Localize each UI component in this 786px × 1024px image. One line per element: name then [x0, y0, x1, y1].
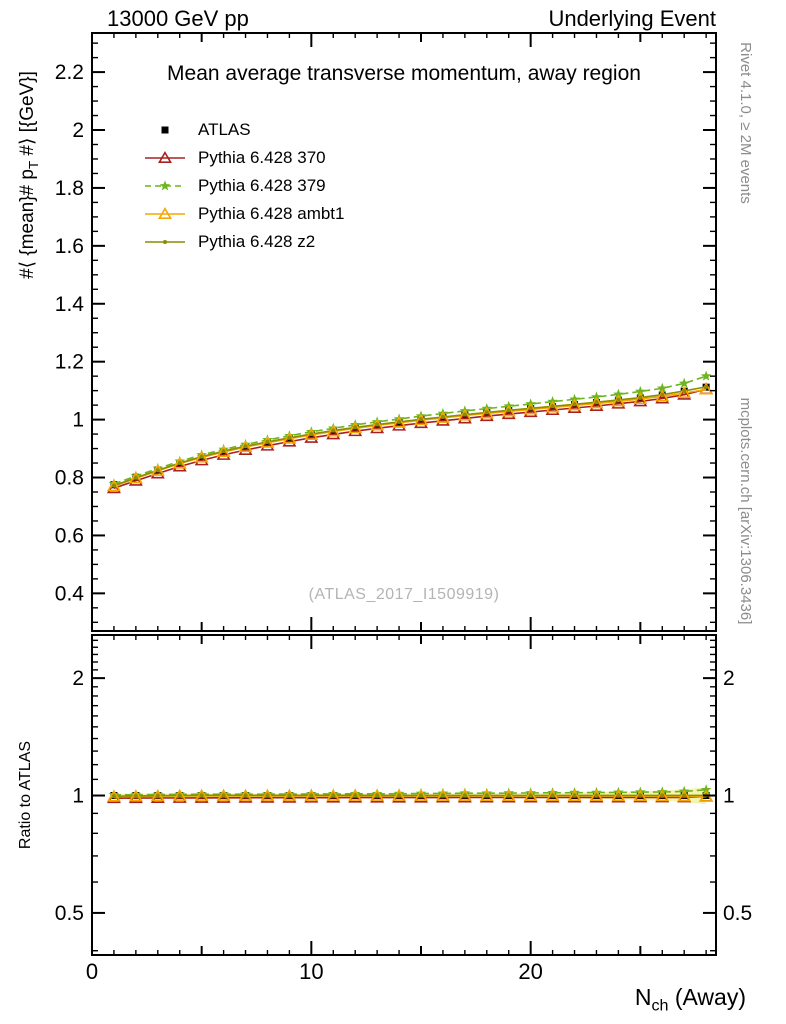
- rivet-version-caption: Rivet 4.1.0, ≥ 2M events: [737, 42, 754, 204]
- x-axis-label: Nch (Away): [635, 984, 746, 1016]
- legend-label: Pythia 6.428 370: [198, 148, 326, 167]
- tick-label: 0.4: [55, 582, 85, 605]
- tick-label: 20: [518, 959, 542, 984]
- y-axis-label-suffix: #⟩ [{GeV}]: [17, 71, 38, 161]
- legend-label: ATLAS: [198, 120, 251, 139]
- y-axis-label-text: #⟨ {mean}# p: [17, 169, 38, 279]
- tick-label: 2: [72, 119, 84, 142]
- analysis-id-watermark: (ATLAS_2017_I1509919): [308, 586, 500, 603]
- legend-item: Pythia 6.428 370: [142, 144, 344, 172]
- legend-label: Pythia 6.428 ambt1: [198, 204, 345, 223]
- tick-label: 0.5: [55, 902, 84, 925]
- x-axis-label-sub: ch: [651, 996, 669, 1015]
- plot-title: Mean average transverse momentum, away r…: [167, 62, 641, 85]
- tick-label: 0: [86, 959, 98, 984]
- tick-label: 1.6: [55, 235, 84, 258]
- tick-label: 10: [299, 959, 323, 984]
- legend-label: Pythia 6.428 z2: [198, 232, 316, 251]
- series-pythia-6-428-370-ratio-line: [113, 795, 707, 799]
- legend-label: Pythia 6.428 379: [198, 176, 326, 195]
- tick-label: 0.6: [55, 524, 84, 547]
- tick-label: 2: [72, 667, 84, 690]
- series-pythia-6-428-ambt1-ratio-markers: [106, 788, 714, 802]
- main-plot-frame: [91, 32, 717, 632]
- series-pythia-6-428-ambt1-markers: [106, 382, 714, 492]
- mcplots-caption: mcplots.cern.ch [arXiv:1306.3436]: [737, 397, 754, 625]
- legend-marker-triangle-icon: [145, 151, 185, 163]
- series-pythia-6-428-370-line: [113, 388, 707, 489]
- series-pythia-6-428-379-markers: [108, 370, 712, 489]
- legend-marker-dot-icon: [145, 240, 185, 244]
- x-axis-label-suffix: (Away): [668, 984, 746, 1010]
- legend-item: Pythia 6.428 379: [142, 172, 344, 200]
- tick-label: 2: [723, 667, 735, 690]
- legend-item: Pythia 6.428 z2: [142, 228, 344, 256]
- y-axis-label-sub: T: [25, 160, 41, 170]
- series-pythia-6-428-z2-ratio-line: [113, 794, 707, 797]
- series-pythia-6-428-z2-markers: [111, 384, 709, 488]
- beam-energy-label: 13000 GeV pp: [107, 6, 249, 31]
- legend-marker-triangle-icon: [145, 207, 185, 219]
- tick-label: 1.2: [55, 351, 84, 374]
- analysis-group-label: Underlying Event: [548, 6, 716, 31]
- tick-label: 0.5: [723, 902, 752, 925]
- legend-item: Pythia 6.428 ambt1: [142, 200, 344, 228]
- ratio-panel-series: [106, 784, 714, 804]
- series-pythia-6-428-379-line: [113, 375, 707, 485]
- tick-label: 1: [72, 785, 84, 808]
- tick-label: 0.8: [55, 467, 84, 490]
- tick-label: 1: [72, 409, 84, 432]
- y-axis-label-ratio: Ratio to ATLAS: [17, 740, 34, 850]
- main-panel-series: [106, 370, 714, 494]
- tick-label: 1.8: [55, 177, 84, 200]
- axis-ticks: [92, 33, 716, 955]
- legend-item: ATLAS: [142, 116, 344, 144]
- legend-marker-star-icon: [145, 180, 185, 191]
- legend: ATLAS Pythia 6.428 370 Pythia 6.428 379 Pyt…: [142, 116, 344, 256]
- axis-tick-labels: 0 10 20 0.4 0.6 0.8 1 1.2 1.4 1.6 1.8 2 2.2 0.5 0.5 1 1 2…: [55, 61, 752, 984]
- legend-marker-square-icon: [161, 126, 169, 134]
- x-axis-label-text: N: [634, 984, 652, 1010]
- series-pythia-6-428-z2-ratio-markers: [111, 793, 709, 799]
- y-axis-label-main: #⟨ {mean}# pT #⟩ [{GeV}]: [16, 45, 41, 305]
- series-pythia-6-428-z2-line: [113, 386, 707, 487]
- tick-label: 1: [723, 785, 735, 808]
- tick-label: 2.2: [55, 61, 84, 84]
- tick-label: 1.4: [55, 293, 85, 316]
